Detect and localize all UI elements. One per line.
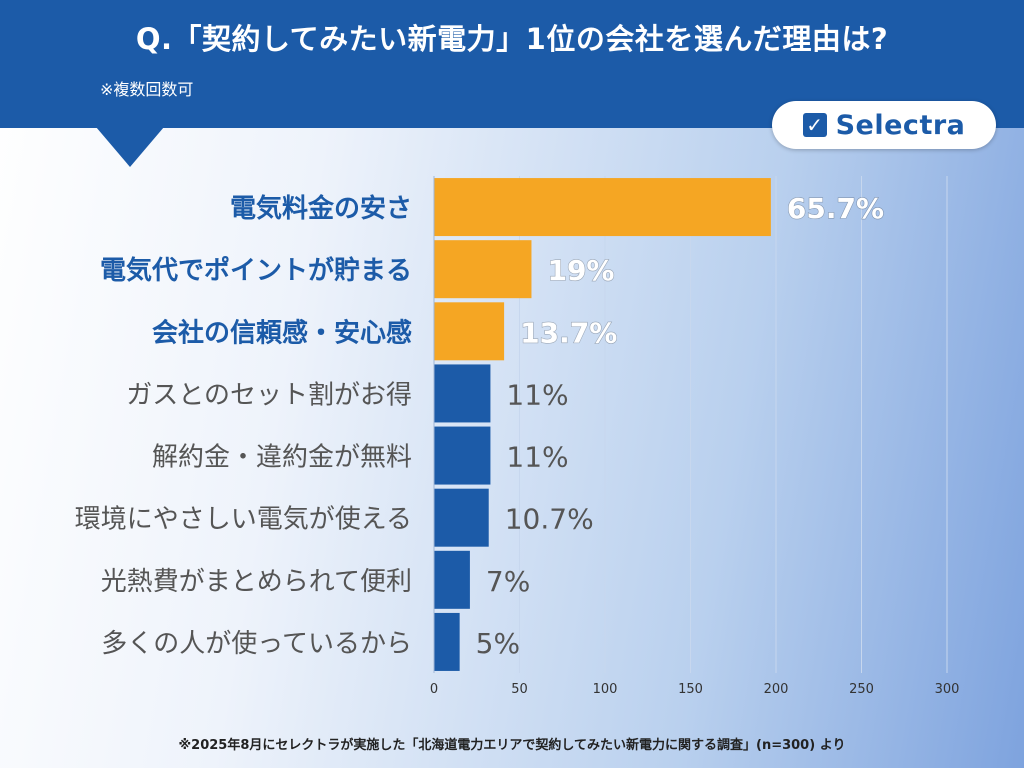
category-label: 解約金・違約金が無料 [152,443,412,473]
bar-3 [434,302,505,361]
page-subtitle: ※複数回数可 [100,80,194,99]
x-tick-label: 0 [430,682,438,697]
bar-4 [434,364,491,423]
bar-6 [434,488,489,547]
value-label: 7% [486,565,530,598]
category-label: ガスとのセット割がお得 [126,380,412,410]
page-title: Q.「契約してみたい新電力」1位の会社を選んだ理由は? [135,22,889,56]
value-label: 19% [547,254,614,287]
category-label: 電気料金の安さ [230,193,412,224]
x-tick-label: 100 [593,682,618,697]
value-label: 11% [506,441,568,474]
logo-text: Selectra [835,109,966,141]
category-label: 電気代でポイントが貯まる [100,255,412,286]
bar-7 [434,550,470,609]
value-label: 13.7% [520,316,617,349]
bar-5 [434,426,491,485]
category-label: 会社の信頼感・安心感 [152,317,412,348]
value-label: 65.7% [787,192,884,225]
x-tick-label: 250 [849,682,874,697]
x-tick-label: 150 [678,682,703,697]
x-tick-label: 50 [511,682,528,697]
category-label: 環境にやさしい電気が使える [75,505,412,535]
category-label: 多くの人が使っているから [101,629,412,659]
source-footnote: ※2025年8月にセレクトラが実施した「北海道電力エリアで契約してみたい新電力に… [178,738,846,753]
x-tick-label: 300 [935,682,960,697]
bar-1 [434,178,771,237]
category-label: 光熱費がまとめられて便利 [101,567,412,597]
check-icon: ✓ [802,113,827,137]
bar-8 [434,612,460,671]
x-tick-label: 200 [764,682,789,697]
selectra-logo: ✓ Selectra [772,101,996,149]
bar-2 [434,240,532,299]
value-label: 10.7% [505,503,594,536]
value-label: 5% [476,627,520,660]
value-label: 11% [506,378,568,411]
header-pointer [96,127,164,167]
